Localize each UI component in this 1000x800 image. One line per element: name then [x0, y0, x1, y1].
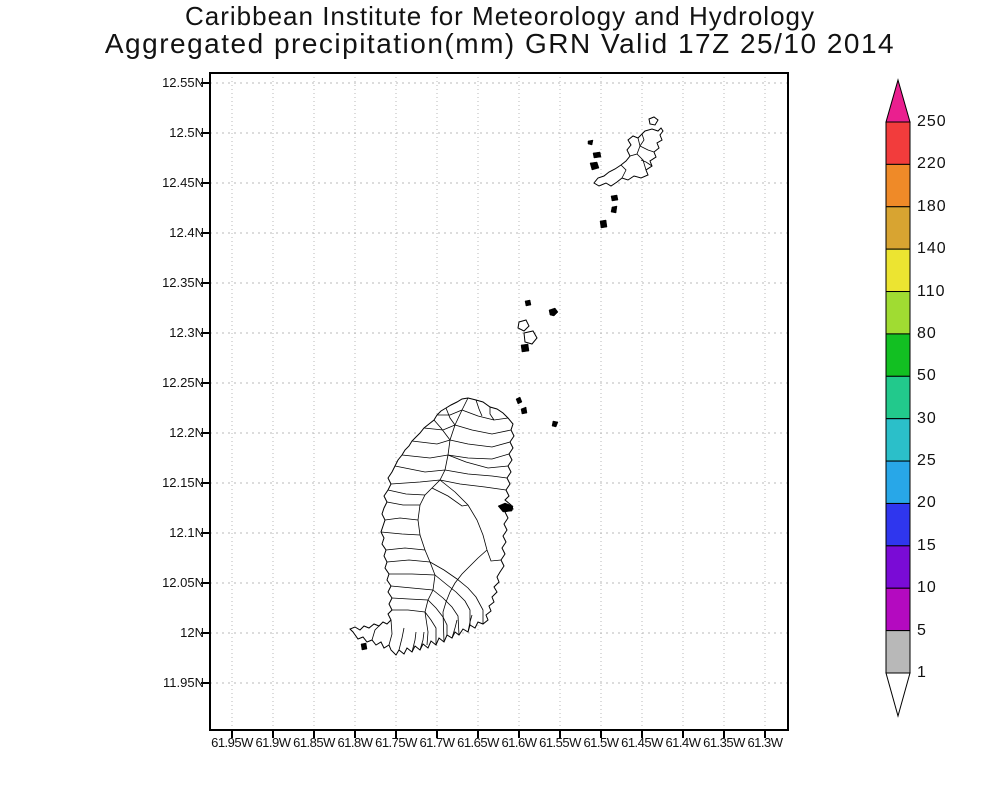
- page-title: Caribbean Institute for Meteorology and …: [185, 1, 815, 31]
- carriacou-island: [593, 127, 664, 187]
- map-shapes: [349, 116, 664, 656]
- petite-martinique-island: [648, 116, 659, 126]
- ronde-island-cluster: [517, 299, 559, 353]
- graticule: [210, 73, 788, 730]
- carriacou-offshore-islets: [587, 139, 619, 229]
- carriacou-watershed-lines: [620, 133, 655, 179]
- grenada-offshore-islets: [360, 396, 559, 651]
- plot-frame: [209, 72, 789, 731]
- colorbar: [885, 78, 911, 718]
- page-subtitle: Aggregated precipitation(mm) GRN Valid 1…: [104, 28, 896, 59]
- grenada-coastline: [349, 397, 515, 656]
- axis-ticks: [201, 82, 766, 738]
- watershed-boundaries: [371, 397, 512, 653]
- title-block: Caribbean Institute for Meteorology and …: [0, 3, 1000, 58]
